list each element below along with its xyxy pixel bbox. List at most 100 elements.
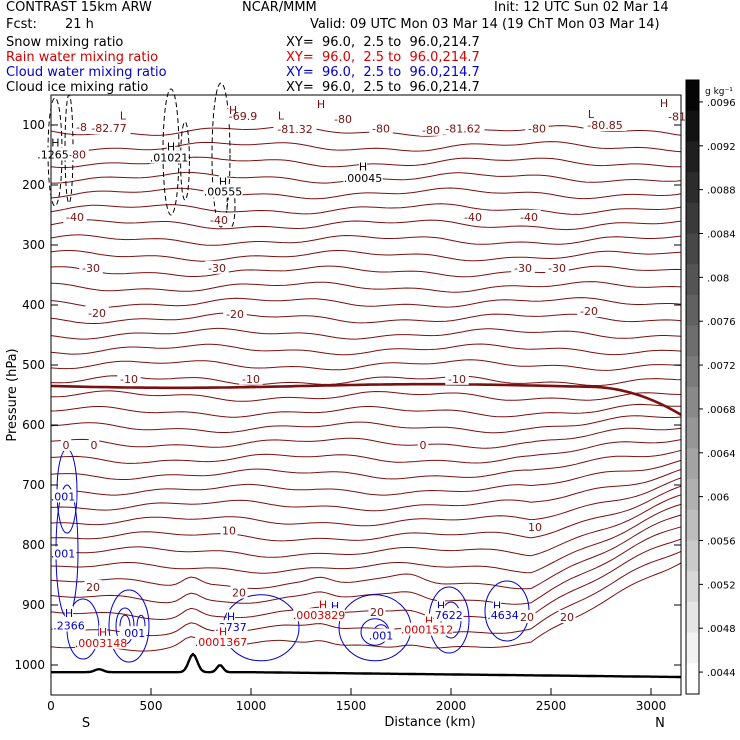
colorbar-swatch bbox=[686, 663, 699, 695]
isotherm-line bbox=[50, 141, 682, 153]
label-background bbox=[65, 147, 89, 161]
label-background bbox=[230, 585, 248, 599]
extremum-value: H bbox=[319, 598, 327, 611]
y-tick-label: 500 bbox=[22, 358, 45, 372]
extremum-value: .3737 bbox=[215, 621, 247, 634]
extremum-marker: H bbox=[229, 104, 237, 117]
extremum-value: .0001367 bbox=[195, 636, 248, 649]
x-tick-label: 0 bbox=[47, 699, 55, 713]
label-background bbox=[79, 260, 103, 274]
label-background bbox=[224, 109, 262, 122]
terrain-line bbox=[51, 652, 681, 679]
field-xy-rain: XY= 96.0, 2.5 to 96.0,214.7 bbox=[286, 50, 480, 65]
colorbar-swatch bbox=[686, 632, 699, 664]
label-background bbox=[64, 605, 74, 619]
isotherm-line bbox=[50, 477, 682, 527]
isotherm-label: -10 bbox=[120, 373, 138, 386]
label-background bbox=[369, 121, 393, 135]
extremum-value: H bbox=[425, 615, 433, 628]
isotherm-label: -80 bbox=[528, 123, 546, 136]
isotherm-label: -80 bbox=[334, 113, 352, 126]
isotherm-label: -40 bbox=[520, 211, 538, 224]
label-background bbox=[545, 260, 569, 274]
init-time: Init: 12 UTC Sun 02 Mar 14 bbox=[494, 0, 669, 15]
label-background bbox=[36, 147, 70, 161]
isotherm-label: -20 bbox=[226, 308, 244, 321]
label-background bbox=[577, 304, 601, 317]
y-tick-label: 700 bbox=[22, 478, 45, 492]
colorbar-swatch bbox=[686, 172, 699, 204]
isotherm-label: 20 bbox=[370, 606, 384, 619]
colorbar-swatch bbox=[686, 294, 699, 327]
isotherm-label: -30 bbox=[82, 262, 100, 275]
isotherm-label: -30 bbox=[548, 262, 566, 275]
isotherm-line bbox=[50, 427, 682, 449]
isotherm-line bbox=[50, 234, 682, 246]
ice-contour bbox=[211, 82, 231, 228]
colorbar-swatch bbox=[686, 387, 699, 419]
colorbar: g kg⁻¹.0096 .0092 .0088 .0084 .008 .0076 .0072… bbox=[685, 79, 736, 695]
extremum-value: H bbox=[65, 607, 73, 620]
extremum-value: H bbox=[331, 600, 339, 613]
label-background bbox=[424, 613, 434, 627]
colorbar-label: .0076 bbox=[707, 317, 736, 328]
cloud-water-contour bbox=[373, 624, 389, 640]
y-tick-label: 100 bbox=[22, 118, 45, 132]
isotherm-label: 0 bbox=[63, 439, 70, 452]
extremum-value: H bbox=[219, 175, 227, 188]
ice-contour bbox=[162, 88, 180, 216]
isotherm-label: -80 bbox=[68, 148, 86, 161]
ice-contour bbox=[180, 121, 190, 201]
label-background bbox=[239, 371, 263, 385]
label-background bbox=[517, 209, 541, 223]
cloud-water-contour bbox=[108, 589, 150, 663]
label-background bbox=[220, 523, 238, 537]
label-background bbox=[149, 150, 189, 164]
y-tick-label: 1000 bbox=[14, 658, 45, 672]
extremum-value: .001 bbox=[369, 630, 394, 643]
extremum-marker: H bbox=[317, 98, 325, 111]
field-name-snow: Snow mixing ratio bbox=[6, 35, 124, 50]
colorbar-swatch bbox=[686, 448, 699, 480]
label-background bbox=[214, 620, 248, 634]
cloud-water-contour bbox=[222, 594, 300, 662]
colorbar-swatch bbox=[686, 325, 699, 357]
plot-frame bbox=[50, 94, 682, 696]
colorbar-swatch bbox=[686, 356, 699, 388]
y-tick-label: 900 bbox=[22, 598, 45, 612]
isotherm-line bbox=[50, 538, 682, 621]
extremum-value: .0003148 bbox=[75, 637, 128, 650]
ice-contour bbox=[47, 97, 63, 207]
field-name-cloud-water: Cloud water mixing ratio bbox=[6, 65, 167, 80]
label-background bbox=[51, 135, 60, 149]
colorbar-label: .0088 bbox=[707, 186, 736, 197]
isotherm-line bbox=[50, 265, 682, 278]
isotherm-line bbox=[50, 297, 682, 308]
cloud-water-contour bbox=[428, 586, 470, 654]
label-background bbox=[84, 580, 102, 593]
colorbar-swatch bbox=[686, 264, 699, 296]
colorbar-label: .0056 bbox=[707, 537, 736, 548]
x-tick-label: 1500 bbox=[336, 699, 367, 713]
terrain bbox=[51, 652, 681, 679]
colorbar-swatch bbox=[686, 509, 699, 541]
label-background bbox=[441, 121, 485, 135]
extremum-value: .001 bbox=[51, 490, 76, 503]
label-background bbox=[511, 260, 535, 274]
label-background bbox=[226, 609, 236, 623]
extremum-value: H bbox=[167, 141, 175, 154]
isotherm-label: 20 bbox=[232, 586, 246, 599]
colorbar-swatch bbox=[686, 479, 699, 511]
isotherm-label: -82.77 bbox=[91, 122, 126, 135]
colorbar-swatch bbox=[686, 141, 699, 173]
colorbar-swatch bbox=[686, 571, 699, 603]
isotherm-line bbox=[50, 550, 682, 637]
ice-contour bbox=[226, 184, 236, 228]
extremum-marker: H bbox=[660, 97, 668, 110]
y-tick-label: 600 bbox=[22, 418, 45, 432]
y-tick-label: 300 bbox=[22, 238, 45, 252]
label-background bbox=[583, 118, 627, 131]
isotherm-label: -81 bbox=[668, 111, 686, 124]
colorbar-label: .0044 bbox=[707, 668, 736, 679]
label-background bbox=[166, 139, 176, 153]
